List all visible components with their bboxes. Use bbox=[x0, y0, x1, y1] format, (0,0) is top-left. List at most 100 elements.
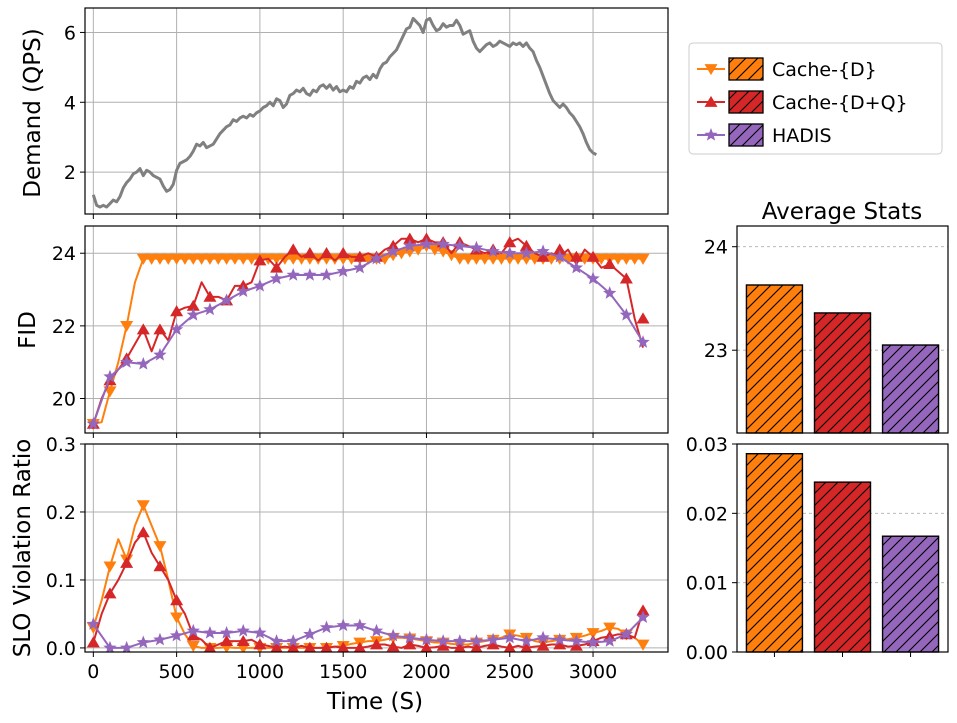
data-point bbox=[186, 629, 200, 641]
data-point bbox=[353, 641, 366, 652]
y-tick-label: 4 bbox=[64, 92, 76, 114]
data-point bbox=[370, 638, 383, 650]
data-point bbox=[553, 632, 567, 646]
data-point bbox=[186, 299, 200, 311]
data-point bbox=[211, 253, 225, 265]
data-point bbox=[603, 257, 617, 270]
data-point bbox=[136, 253, 150, 265]
data-point bbox=[153, 632, 167, 646]
legend-marker bbox=[704, 64, 718, 76]
data-point bbox=[103, 561, 117, 573]
series-HADIS bbox=[86, 610, 650, 652]
data-point bbox=[503, 236, 517, 248]
data-point bbox=[219, 293, 234, 307]
data-point bbox=[553, 249, 567, 263]
data-point bbox=[136, 357, 150, 370]
data-point bbox=[536, 244, 550, 258]
data-point bbox=[253, 625, 267, 639]
data-point bbox=[153, 560, 167, 572]
data-point bbox=[269, 634, 284, 647]
data-point bbox=[278, 253, 292, 265]
avg-stats-title: Average Stats bbox=[762, 199, 922, 225]
data-point bbox=[369, 251, 384, 265]
data-point bbox=[203, 302, 217, 316]
data-point bbox=[386, 640, 400, 652]
data-point bbox=[553, 638, 567, 650]
data-point bbox=[153, 323, 167, 335]
data-point bbox=[586, 250, 600, 262]
fid-panel: FID 20 22 24 bbox=[15, 225, 669, 438]
legend-patch bbox=[728, 90, 764, 114]
legend-label: Cache-{D} bbox=[772, 59, 877, 81]
data-point bbox=[469, 634, 484, 647]
data-point bbox=[386, 628, 400, 642]
y-tick-label: 24 bbox=[704, 237, 728, 259]
data-point bbox=[86, 636, 100, 648]
data-point bbox=[486, 244, 500, 258]
data-point bbox=[136, 635, 150, 649]
data-point bbox=[153, 253, 167, 265]
data-point bbox=[336, 264, 350, 278]
y-tick-label: 0.02 bbox=[686, 503, 728, 525]
series-Cache-{D+Q} bbox=[86, 526, 650, 652]
data-point bbox=[86, 617, 100, 630]
axes-frame bbox=[84, 7, 669, 215]
data-point bbox=[337, 641, 350, 652]
y-tick-label: 0.2 bbox=[46, 502, 76, 524]
data-point bbox=[136, 323, 150, 335]
data-point bbox=[569, 634, 584, 647]
data-point bbox=[536, 639, 550, 651]
y-tick-label: 20 bbox=[52, 389, 76, 411]
data-point bbox=[203, 625, 217, 639]
data-point bbox=[403, 630, 417, 644]
data-point bbox=[303, 247, 317, 259]
data-point bbox=[619, 627, 634, 640]
data-point bbox=[120, 556, 134, 568]
data-point bbox=[303, 641, 316, 652]
data-point bbox=[161, 253, 175, 265]
data-point bbox=[170, 305, 184, 317]
legend-marker bbox=[704, 95, 718, 107]
data-point bbox=[461, 253, 475, 265]
slo-ylabel: SLO Violation Ratio bbox=[10, 439, 36, 658]
legend-patch bbox=[728, 57, 764, 81]
data-point bbox=[336, 618, 350, 632]
data-point bbox=[287, 641, 300, 652]
data-point bbox=[536, 250, 550, 262]
y-tick-label: 0.03 bbox=[686, 434, 728, 456]
bar bbox=[881, 344, 940, 434]
data-point bbox=[186, 253, 200, 265]
data-point bbox=[469, 253, 483, 265]
data-point bbox=[169, 628, 184, 642]
series-demand bbox=[91, 16, 598, 209]
data-point bbox=[436, 246, 450, 258]
plot-area bbox=[91, 16, 598, 209]
data-point bbox=[220, 634, 234, 646]
data-point bbox=[136, 500, 150, 512]
data-point bbox=[586, 271, 600, 285]
demand-panel: Demand (QPS) 2 4 6 bbox=[20, 7, 669, 219]
data-point bbox=[453, 238, 467, 252]
data-point bbox=[228, 253, 242, 265]
data-point bbox=[403, 238, 417, 252]
bar bbox=[813, 312, 872, 434]
data-point bbox=[569, 250, 583, 262]
data-point bbox=[220, 253, 234, 265]
bar bbox=[881, 535, 940, 653]
data-point bbox=[628, 253, 642, 265]
data-point bbox=[245, 253, 259, 265]
data-point bbox=[303, 627, 317, 640]
data-point bbox=[253, 278, 267, 292]
data-point bbox=[586, 628, 600, 640]
data-point bbox=[203, 641, 216, 652]
data-point bbox=[503, 641, 516, 652]
legend-patch bbox=[728, 123, 764, 147]
data-point bbox=[186, 641, 200, 652]
legend-label: HADIS bbox=[772, 125, 832, 147]
data-point bbox=[119, 640, 134, 652]
data-point bbox=[394, 248, 408, 260]
x-tick-label: 1000 bbox=[236, 661, 284, 683]
data-point bbox=[436, 639, 450, 651]
avg-slo-panel: 0.00 0.01 0.02 0.03 bbox=[686, 434, 949, 664]
